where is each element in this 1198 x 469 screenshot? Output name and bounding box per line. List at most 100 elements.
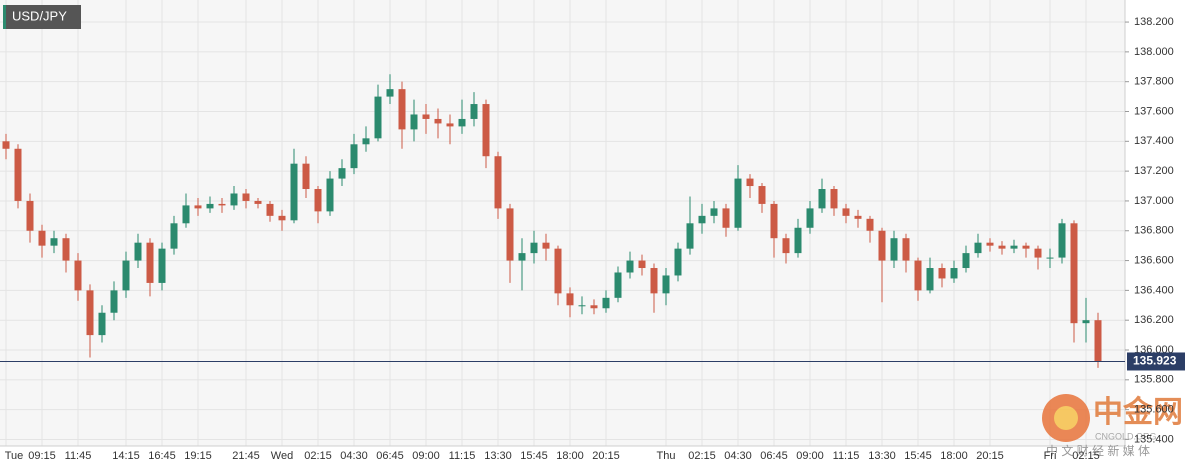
candle-body [866, 218, 874, 231]
candle-body [1058, 223, 1066, 258]
candle-body [830, 189, 838, 209]
candle-body [158, 248, 166, 283]
x-tick-label: 16:45 [148, 450, 176, 462]
candle-body [578, 305, 586, 307]
candle-body [626, 260, 634, 273]
watermark-slogan: 中 文 财 经 新 媒 体 [1046, 443, 1150, 458]
x-tick-label: Fri [1044, 450, 1057, 462]
x-tick-label: 13:30 [868, 450, 896, 462]
candle-body [206, 203, 214, 209]
x-tick-label: 18:00 [556, 450, 584, 462]
x-tick-label: 18:00 [940, 450, 968, 462]
x-tick-label: Wed [271, 450, 293, 462]
candle-body [26, 200, 34, 231]
candle-body [974, 242, 982, 254]
candle-body [1070, 223, 1078, 324]
candle-body [782, 238, 790, 254]
candle-body [350, 144, 358, 169]
x-tick-label: Thu [657, 450, 676, 462]
x-tick-label: Tue [5, 450, 24, 462]
candle-body [110, 290, 118, 313]
watermark: 中金网 CNGOLD.ORG 中 文 财 经 新 媒 体 [1042, 394, 1183, 458]
candle-body [794, 227, 802, 254]
candle-body [926, 268, 934, 291]
candle-body [86, 290, 94, 336]
grid [0, 0, 1125, 446]
y-tick-label: 136.200 [1134, 314, 1174, 326]
candle-body [890, 238, 898, 261]
x-tick-label: 11:15 [833, 450, 860, 462]
y-tick-label: 135.600 [1134, 404, 1174, 416]
candle-body [326, 178, 334, 212]
candle-body [1010, 245, 1018, 249]
candle-body [950, 268, 958, 279]
watermark-brand: 中金网 [1093, 395, 1183, 429]
candle-body [362, 138, 370, 145]
x-tick-label: 15:45 [904, 450, 932, 462]
candle-body [446, 123, 454, 127]
y-tick-label: 137.600 [1134, 105, 1174, 117]
candle-body [854, 215, 862, 219]
candle-body [122, 260, 130, 291]
chart-title: USD/JPY [12, 8, 67, 23]
candle-body [194, 205, 202, 209]
x-tick-label: 15:45 [520, 450, 548, 462]
last-price-label: 135.923 [1133, 354, 1177, 368]
candle-body [518, 253, 526, 261]
candle-body [494, 156, 502, 209]
candle-body [914, 260, 922, 291]
candle-body [386, 89, 394, 97]
candle-body [62, 238, 70, 261]
candle-body [290, 163, 298, 221]
symbol-accent [3, 5, 6, 29]
x-tick-label: 09:00 [412, 450, 440, 462]
candle-body [146, 242, 154, 283]
candle-body [182, 205, 190, 224]
candle-body [842, 208, 850, 216]
candle-body [266, 203, 274, 216]
y-tick-label: 136.600 [1134, 254, 1174, 266]
candle-body [38, 230, 46, 246]
candle-body [530, 242, 538, 254]
x-tick-label: 09:00 [796, 450, 824, 462]
x-tick-label: 14:15 [112, 450, 140, 462]
candle-body [506, 208, 514, 261]
candle-body [806, 208, 814, 228]
y-tick-label: 136.400 [1134, 284, 1174, 296]
candle-body [722, 208, 730, 228]
y-tick-label: 138.200 [1134, 16, 1174, 28]
candle-body [554, 248, 562, 294]
candle-body [650, 268, 658, 294]
candle-body [590, 305, 598, 309]
candle-body [638, 260, 646, 269]
candle-body [998, 245, 1006, 249]
candle-body [254, 200, 262, 204]
candle-body [482, 104, 490, 157]
candle-body [746, 178, 754, 187]
candle-body [770, 203, 778, 239]
candle-body [314, 189, 322, 212]
x-tick-label: 06:45 [376, 450, 404, 462]
y-tick-label: 137.000 [1134, 195, 1174, 207]
x-tick-label: 11:15 [449, 450, 476, 462]
candle-body [1022, 245, 1030, 249]
x-tick-label: 11:45 [65, 450, 92, 462]
candle-body [662, 275, 670, 294]
candle-body [422, 114, 430, 119]
x-tick-label: 02:15 [1072, 450, 1100, 462]
watermark-site: CNGOLD.ORG [1095, 431, 1157, 441]
candle-body [938, 268, 946, 279]
x-tick-label: 19:15 [184, 450, 212, 462]
x-tick-label: 09:15 [28, 450, 56, 462]
x-tick-label: 21:45 [232, 450, 260, 462]
candle-body [542, 242, 550, 249]
candle-body [170, 223, 178, 249]
candle-body [986, 242, 994, 246]
candle-body [242, 193, 250, 201]
candle-body [614, 272, 622, 298]
candle-body [962, 253, 970, 269]
candle-body [1046, 257, 1054, 259]
x-tick-label: 02:15 [304, 450, 332, 462]
candle-body [2, 141, 10, 149]
